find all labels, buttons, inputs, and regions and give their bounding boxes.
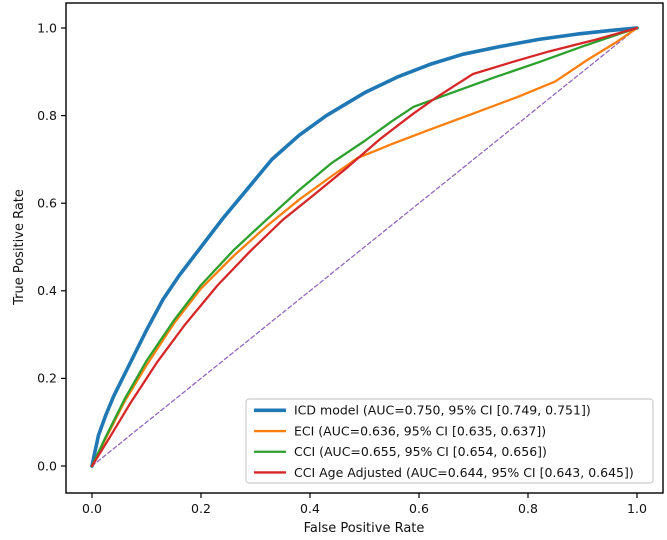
- legend-item-icd-model: ICD model (AUC=0.750, 95% CI [0.749, 0.7…: [254, 403, 591, 418]
- x-axis-ticks: 0.0 0.2 0.4 0.6 0.8 1.0: [82, 493, 647, 516]
- y-tick-label-0.6: 0.6: [37, 196, 57, 211]
- legend-box: [245, 398, 654, 484]
- x-axis-label: False Positive Rate: [304, 521, 425, 536]
- y-tick-label-0.2: 0.2: [37, 371, 57, 386]
- legend-item-cci: CCI (AUC=0.655, 95% CI [0.654, 0.656]): [254, 444, 547, 459]
- legend-item-eci: ECI (AUC=0.636, 95% CI [0.635, 0.637]): [254, 423, 546, 438]
- y-axis-label: True Positive Rate: [12, 189, 27, 306]
- roc-curves: [90, 26, 639, 468]
- legend-label-cci-age-adjusted: CCI Age Adjusted (AUC=0.644, 95% CI [0.6…: [294, 465, 634, 480]
- legend-label-icd-model: ICD model (AUC=0.750, 95% CI [0.749, 0.7…: [294, 403, 591, 418]
- x-tick-label-0.8: 0.8: [518, 501, 538, 516]
- legend-label-cci: CCI (AUC=0.655, 95% CI [0.654, 0.656]): [294, 444, 547, 459]
- legend-item-cci-age-adjusted: CCI Age Adjusted (AUC=0.644, 95% CI [0.6…: [254, 465, 634, 480]
- roc-curve-cci-age-adjusted: [90, 26, 639, 468]
- y-tick-label-0.4: 0.4: [37, 283, 57, 298]
- roc-curve-icd-model: [90, 26, 639, 468]
- x-tick-label-1.0: 1.0: [627, 501, 647, 516]
- x-tick-label-0.4: 0.4: [300, 501, 320, 516]
- legend: ICD model (AUC=0.750, 95% CI [0.749, 0.7…: [245, 398, 654, 484]
- roc-curve-cci: [90, 26, 639, 468]
- y-axis-ticks: 0.0 0.2 0.4 0.6 0.8 1.0: [37, 20, 66, 473]
- chance-diagonal-line: [91, 27, 638, 467]
- x-tick-label-0.0: 0.0: [82, 501, 102, 516]
- y-tick-label-1.0: 1.0: [37, 20, 57, 35]
- x-tick-label-0.6: 0.6: [409, 501, 429, 516]
- roc-curve-eci: [90, 26, 639, 468]
- y-tick-label-0.0: 0.0: [37, 458, 57, 473]
- x-tick-label-0.2: 0.2: [191, 501, 211, 516]
- legend-label-eci: ECI (AUC=0.636, 95% CI [0.635, 0.637]): [294, 423, 546, 438]
- plot-area-border: [65, 2, 664, 494]
- y-tick-label-0.8: 0.8: [37, 108, 57, 123]
